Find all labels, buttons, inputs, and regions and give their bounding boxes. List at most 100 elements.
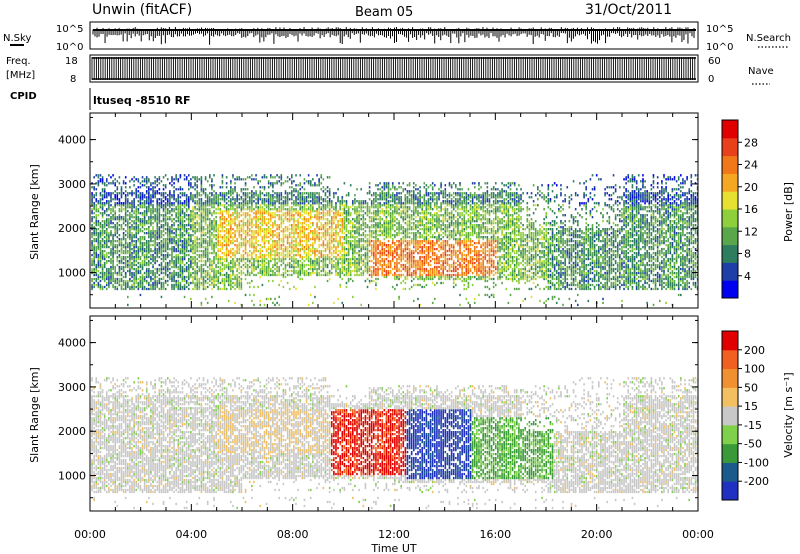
range-gate bbox=[99, 212, 102, 215]
range-gate bbox=[194, 194, 196, 197]
range-gate bbox=[299, 259, 302, 263]
range-gate bbox=[316, 247, 318, 251]
range-gate bbox=[103, 220, 106, 223]
range-gate bbox=[116, 263, 119, 267]
range-gate bbox=[261, 202, 264, 205]
range-gate bbox=[225, 277, 228, 281]
range-gate bbox=[330, 220, 333, 223]
range-gate bbox=[286, 220, 289, 223]
range-gate bbox=[137, 212, 140, 215]
range-gate bbox=[196, 204, 198, 207]
range-gate bbox=[240, 208, 243, 211]
range-gate bbox=[219, 269, 222, 273]
range-gate bbox=[301, 186, 304, 189]
range-gate bbox=[185, 281, 188, 285]
range-gate bbox=[265, 212, 268, 215]
range-gate bbox=[211, 202, 213, 205]
range-gate bbox=[341, 301, 344, 305]
range-gate bbox=[219, 249, 222, 253]
range-gate bbox=[223, 273, 226, 277]
range-gate bbox=[179, 237, 182, 241]
range-gate bbox=[190, 216, 192, 219]
range-gate bbox=[139, 279, 142, 283]
range-gate bbox=[274, 259, 276, 263]
range-gate bbox=[93, 216, 95, 219]
range-gate bbox=[141, 204, 144, 207]
range-gate bbox=[143, 287, 146, 291]
range-gate bbox=[127, 263, 129, 267]
range-gate bbox=[213, 273, 215, 277]
range-gate bbox=[257, 194, 259, 197]
range-gate bbox=[322, 267, 325, 271]
range-gate bbox=[213, 281, 215, 285]
range-gate bbox=[114, 210, 116, 213]
range-gate bbox=[118, 267, 121, 271]
range-gate bbox=[152, 186, 154, 189]
range-gate bbox=[265, 271, 268, 275]
range-gate bbox=[330, 222, 333, 225]
range-gate bbox=[150, 204, 152, 207]
range-gate bbox=[91, 218, 93, 221]
range-gate bbox=[272, 241, 274, 245]
range-gate bbox=[194, 287, 196, 291]
range-gate bbox=[135, 194, 138, 197]
range-gate bbox=[234, 243, 236, 247]
range-gate bbox=[219, 210, 222, 213]
range-gate bbox=[93, 249, 95, 253]
range-gate bbox=[217, 194, 220, 197]
range-gate bbox=[265, 273, 268, 277]
range-gate bbox=[259, 226, 262, 229]
range-gate bbox=[91, 259, 93, 263]
range-gate bbox=[202, 210, 205, 213]
range-gate bbox=[177, 194, 180, 197]
range-gate bbox=[217, 249, 220, 253]
range-gate bbox=[244, 235, 247, 239]
range-gate bbox=[139, 293, 142, 297]
range-gate bbox=[141, 176, 144, 179]
range-gate bbox=[314, 216, 316, 219]
range-gate bbox=[99, 226, 102, 229]
range-gate bbox=[154, 259, 156, 263]
range-gate bbox=[246, 176, 249, 179]
range-gate bbox=[225, 228, 228, 231]
range-gate bbox=[194, 237, 196, 241]
range-gate bbox=[236, 210, 238, 213]
range-gate bbox=[190, 239, 192, 243]
range-gate bbox=[127, 218, 129, 221]
range-gate bbox=[141, 243, 144, 247]
range-gate bbox=[253, 269, 255, 273]
range-gate bbox=[141, 281, 144, 285]
range-gate bbox=[322, 269, 325, 273]
range-gate bbox=[196, 241, 198, 245]
range-gate bbox=[154, 285, 156, 289]
range-gate bbox=[217, 235, 220, 239]
range-gate bbox=[303, 202, 306, 205]
range-gate bbox=[190, 235, 192, 239]
range-gate bbox=[194, 182, 196, 185]
range-gate bbox=[91, 239, 93, 243]
range-gate bbox=[179, 239, 182, 243]
range-gate bbox=[211, 245, 213, 249]
range-gate bbox=[248, 237, 251, 241]
range-gate bbox=[272, 208, 274, 211]
range-gate bbox=[322, 228, 325, 231]
range-gate bbox=[95, 253, 98, 257]
range-gate bbox=[120, 186, 123, 189]
range-gate bbox=[141, 241, 144, 245]
range-gate bbox=[122, 218, 125, 221]
range-gate bbox=[110, 230, 112, 233]
range-gate bbox=[248, 249, 251, 253]
range-gate bbox=[240, 233, 243, 237]
range-gate bbox=[148, 178, 150, 181]
range-gate bbox=[309, 257, 312, 261]
range-gate bbox=[139, 196, 142, 199]
range-gate bbox=[166, 208, 169, 211]
range-gate bbox=[286, 233, 289, 237]
range-gate bbox=[291, 218, 293, 221]
range-gate bbox=[320, 255, 323, 259]
range-gate bbox=[339, 243, 341, 247]
noise-left-tick-top: 10^5 bbox=[56, 24, 83, 35]
range-gate bbox=[158, 218, 161, 221]
range-gate bbox=[112, 214, 114, 217]
